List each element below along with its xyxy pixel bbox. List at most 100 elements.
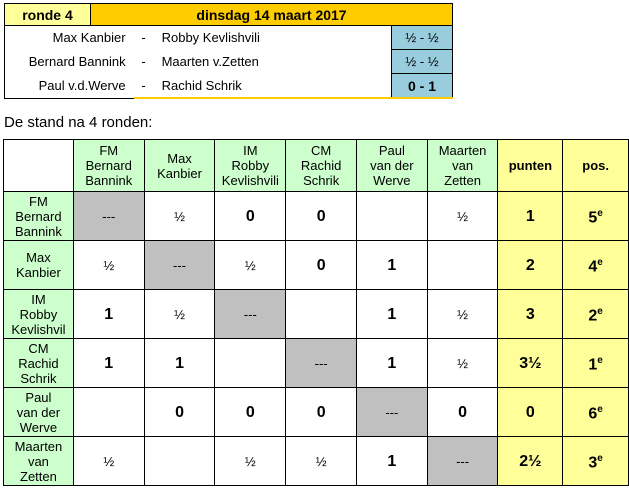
table-row: Maarten van Zetten ½ ½ ½ 1 --- 2½ 3e — [3, 436, 629, 486]
column-header: Paul van der Werve — [356, 139, 428, 192]
position-cell: 5e — [562, 191, 629, 241]
points-cell: 2½ — [497, 436, 564, 486]
white-player: Bernard Bannink — [3, 49, 134, 74]
game-row: Max Kanbier - Robby Kevlishvili ½ - ½ — [3, 25, 453, 50]
points-cell: 0 — [497, 387, 564, 437]
position-number: 6 — [588, 405, 598, 423]
table-row: CM Rachid Schrik 1 1 --- 1 ½ 3½ 1e — [3, 338, 629, 388]
result-cell — [356, 191, 428, 241]
result-cell — [72, 387, 145, 437]
result-cell: --- — [426, 436, 499, 486]
position-suffix: e — [597, 404, 603, 416]
separator: - — [141, 30, 146, 46]
result-cell: ½ — [214, 240, 287, 290]
position-cell: 2e — [562, 289, 629, 339]
column-header: FM Bernard Bannink — [72, 139, 145, 192]
result-cell: 0 — [143, 387, 216, 437]
column-header: CM Rachid Schrik — [285, 139, 357, 192]
result-cell: 0 — [285, 387, 357, 437]
result-cell: 1 — [356, 240, 428, 290]
result-cell: 0 — [285, 191, 357, 241]
result-cell: --- — [356, 387, 428, 437]
column-header: Maarten van Zetten — [426, 139, 499, 192]
result-cell: ½ — [426, 289, 499, 339]
result-cell: 0 — [214, 387, 287, 437]
game-row: Paul v.d.Werve - Rachid Schrik 0 - 1 — [3, 73, 453, 99]
result-cell: ½ — [143, 289, 216, 339]
column-header: Max Kanbier — [143, 139, 216, 192]
player-name: IM Robby Kevlishvil — [3, 289, 74, 339]
position-number: 3 — [588, 454, 598, 472]
result-cell: ½ — [72, 436, 145, 486]
result-cell: 1 — [356, 436, 428, 486]
round-date: dinsdag 14 maart 2017 — [90, 3, 453, 26]
result-cell — [214, 338, 287, 388]
player-name: CM Rachid Schrik — [3, 338, 74, 388]
points-cell: 3 — [497, 289, 564, 339]
result-cell: --- — [285, 338, 357, 388]
white-player: Max Kanbier — [3, 25, 134, 50]
result-cell: ½ — [143, 191, 216, 241]
position-number: 5 — [588, 209, 598, 227]
black-player: Rachid Schrik — [153, 73, 392, 99]
header-row: FM Bernard Bannink Max Kanbier IM Robby Ke… — [3, 139, 629, 192]
table-row: Max Kanbier ½ --- ½ 0 1 2 4e — [3, 240, 629, 290]
table-row: FM Bernard Bannink --- ½ 0 0 ½ 1 5e — [3, 191, 629, 241]
position-suffix: e — [597, 355, 603, 367]
result-cell — [143, 436, 216, 486]
result-cell — [426, 240, 499, 290]
result-cell: ½ — [72, 240, 145, 290]
result-cell: ½ — [285, 436, 357, 486]
position-suffix: e — [597, 306, 603, 318]
black-player: Maarten v.Zetten — [161, 54, 259, 69]
result-cell: 0 — [426, 387, 499, 437]
result-cell — [285, 289, 357, 339]
standings-caption: De stand na 4 ronden: — [4, 114, 153, 131]
position-suffix: e — [597, 257, 603, 269]
player-name: Max Kanbier — [3, 240, 74, 290]
result-cell: 0 — [285, 240, 357, 290]
result-cell: ½ — [426, 338, 499, 388]
white-player: Paul v.d.Werve — [3, 73, 134, 99]
result-cell: 1 — [72, 338, 145, 388]
points-header: punten — [497, 139, 564, 192]
black-player: Robby Kevlishvili — [161, 30, 260, 46]
position-header: pos. — [562, 139, 629, 192]
standings-table: FM Bernard Bannink Max Kanbier IM Robby Ke… — [3, 139, 629, 486]
points-cell: 3½ — [497, 338, 564, 388]
separator: - — [141, 54, 146, 69]
table-row: Paul van der Werve 0 0 0 --- 0 0 6e — [3, 387, 629, 437]
position-cell: 1e — [562, 338, 629, 388]
corner-cell — [3, 139, 74, 192]
position-number: 4 — [588, 258, 598, 276]
result-cell: 0 — [214, 191, 287, 241]
game-result: ½ - ½ — [391, 25, 453, 50]
game-result: 0 - 1 — [391, 73, 453, 99]
round-results-table: ronde 4 dinsdag 14 maart 2017 Max Kanbie… — [3, 3, 453, 99]
game-result: ½ - ½ — [391, 49, 453, 74]
points-cell: 2 — [497, 240, 564, 290]
player-name: FM Bernard Bannink — [3, 191, 74, 241]
separator: - — [133, 73, 154, 99]
player-name: Maarten van Zetten — [3, 436, 74, 486]
round-label: ronde 4 — [4, 3, 91, 26]
position-cell: 4e — [562, 240, 629, 290]
position-cell: 3e — [562, 436, 629, 486]
game-row: Bernard Bannink - Maarten v.Zetten ½ - ½ — [3, 49, 453, 74]
result-cell: ½ — [426, 191, 499, 241]
position-number: 1 — [588, 356, 598, 374]
position-cell: 6e — [562, 387, 629, 437]
table-row: IM Robby Kevlishvil 1 ½ --- 1 ½ 3 2e — [3, 289, 629, 339]
result-cell: 1 — [356, 289, 428, 339]
result-cell: ½ — [214, 436, 287, 486]
position-suffix: e — [597, 208, 603, 220]
result-cell: --- — [214, 289, 287, 339]
result-cell: 1 — [143, 338, 216, 388]
position-suffix: e — [597, 453, 603, 465]
points-cell: 1 — [497, 191, 564, 241]
position-number: 2 — [588, 307, 598, 325]
player-name: Paul van der Werve — [3, 387, 74, 437]
result-cell: --- — [72, 191, 145, 241]
result-cell: --- — [143, 240, 216, 290]
result-cell: 1 — [356, 338, 428, 388]
